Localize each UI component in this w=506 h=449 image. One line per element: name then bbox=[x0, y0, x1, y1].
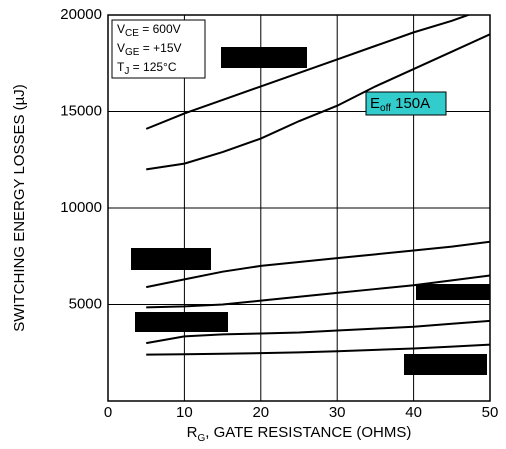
condition-main: V bbox=[117, 22, 125, 36]
curve-label-box bbox=[365, 91, 447, 116]
y-axis-label: SWITCHING ENERGY LOSSES (µJ) bbox=[11, 84, 28, 332]
series-line bbox=[146, 33, 490, 171]
x-label-rest: , GATE RESISTANCE (OHMS) bbox=[205, 424, 411, 441]
x-tick-label: 10 bbox=[176, 404, 193, 421]
redaction bbox=[221, 47, 307, 68]
condition-sub: J bbox=[124, 66, 129, 77]
x-tick-label: 30 bbox=[329, 404, 346, 421]
series-line bbox=[146, 274, 490, 309]
condition-text: VCE = 600V bbox=[117, 22, 181, 38]
x-axis-label: RG, GATE RESISTANCE (OHMS) bbox=[187, 424, 412, 444]
condition-rest: = +15V bbox=[139, 41, 181, 55]
condition-rest: = 125°C bbox=[129, 60, 176, 74]
series-line bbox=[146, 319, 490, 345]
condition-rest: = 600V bbox=[139, 22, 181, 36]
conditions-box bbox=[111, 19, 206, 79]
series-line bbox=[146, 240, 490, 289]
curve-label-main: E bbox=[370, 95, 380, 112]
curve-label-rest: 150A bbox=[391, 95, 430, 112]
redaction bbox=[131, 248, 211, 270]
condition-sub: CE bbox=[125, 28, 139, 39]
y-tick-label: 15000 bbox=[60, 102, 102, 119]
redaction bbox=[416, 284, 490, 300]
x-tick-label: 20 bbox=[252, 404, 269, 421]
y-tick-label: 5000 bbox=[69, 295, 102, 312]
x-tick-label: 40 bbox=[405, 404, 422, 421]
y-tick-label: 20000 bbox=[60, 6, 102, 23]
redaction bbox=[404, 354, 487, 375]
x-tick-label: 50 bbox=[482, 404, 499, 421]
series-line bbox=[146, 343, 490, 356]
x-tick-label: 0 bbox=[104, 404, 112, 421]
condition-main: T bbox=[117, 60, 125, 74]
condition-text: VGE = +15V bbox=[117, 41, 182, 57]
y-tick-label: 10000 bbox=[60, 199, 102, 216]
x-label-main: R bbox=[187, 424, 198, 441]
redaction bbox=[135, 312, 228, 332]
condition-sub: GE bbox=[125, 47, 140, 58]
condition-text: TJ = 125°C bbox=[117, 60, 177, 76]
condition-main: V bbox=[117, 41, 125, 55]
series-line bbox=[145, 15, 472, 130]
x-label-sub: G bbox=[197, 433, 205, 444]
curve-label-sub: off bbox=[380, 103, 391, 114]
curve-label: Eoff 150A bbox=[370, 95, 430, 114]
